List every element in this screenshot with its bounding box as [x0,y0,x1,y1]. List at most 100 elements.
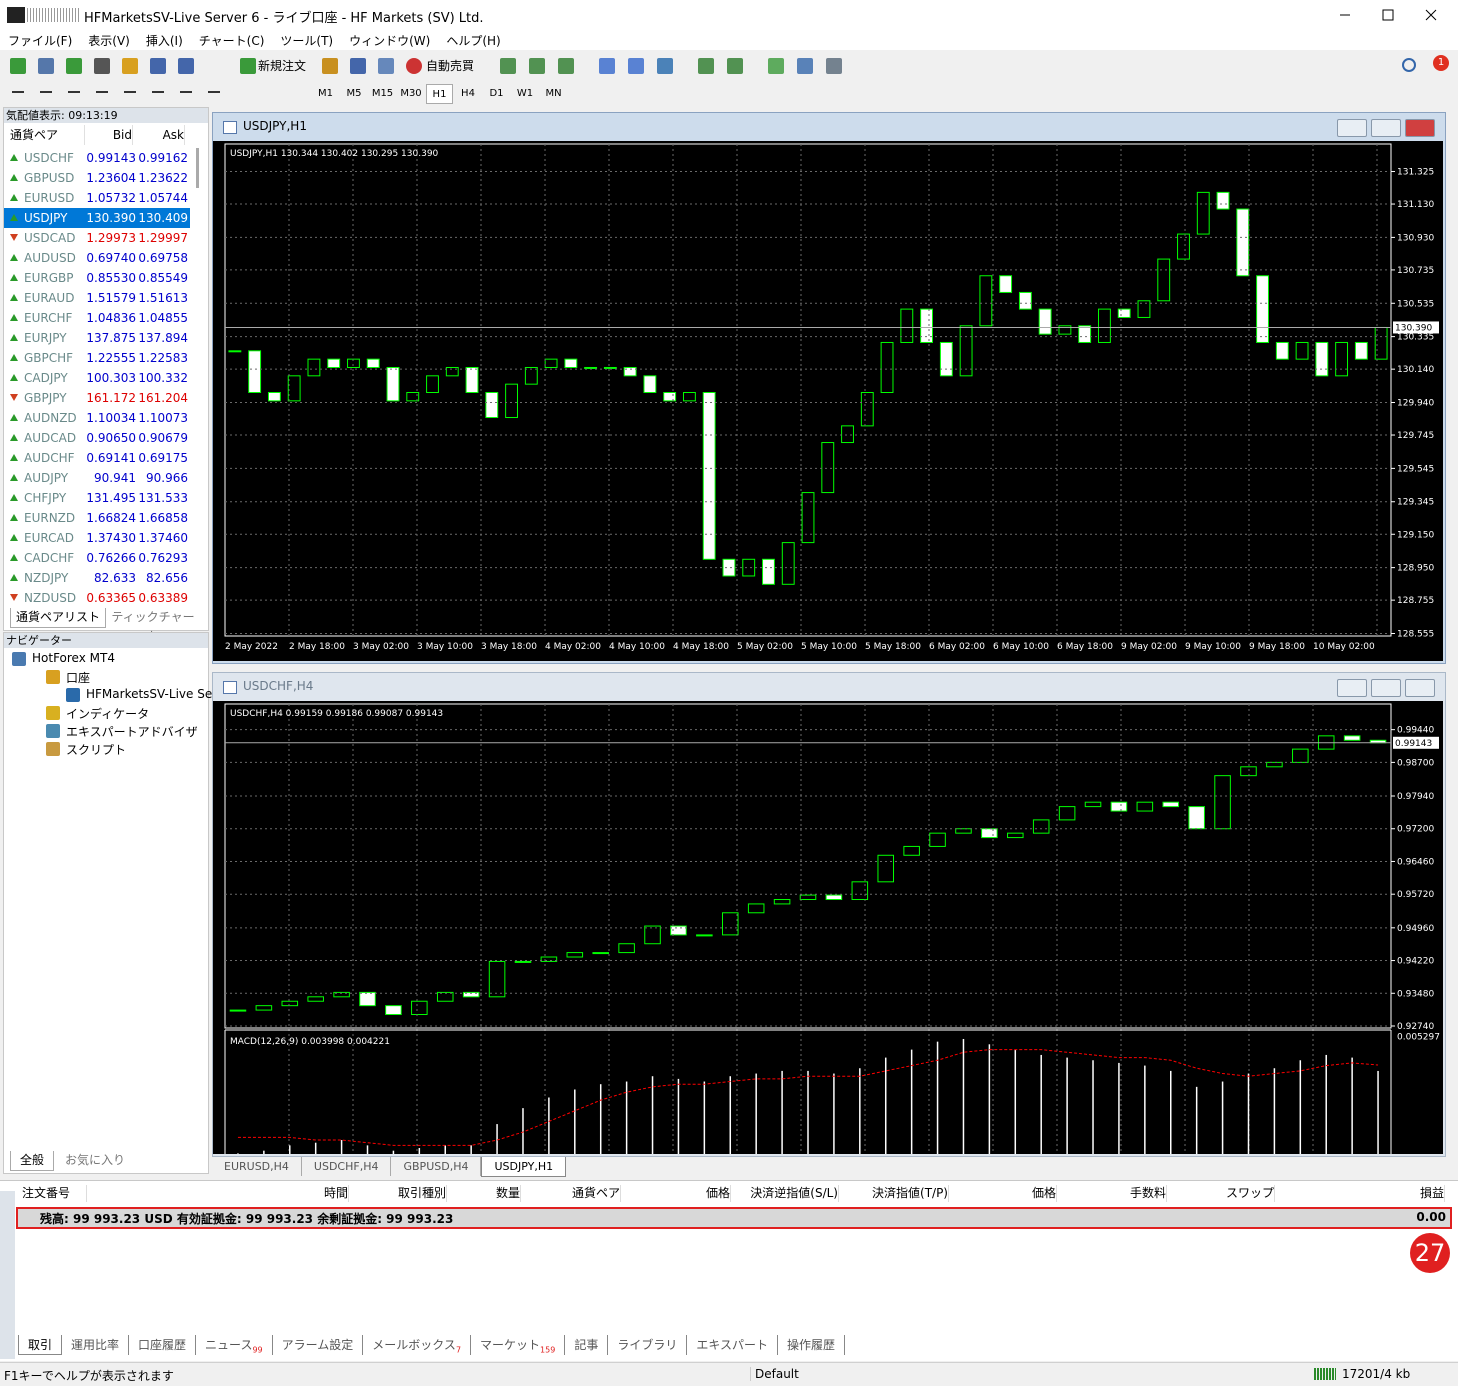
panel-tab[interactable]: 全般 [10,1151,54,1171]
quote-row[interactable]: NZDJPY 82.633 82.656 [4,568,190,588]
draw-tool[interactable] [68,91,80,93]
quote-row[interactable]: CADCHF 0.76266 0.76293 [4,548,190,568]
quote-row[interactable]: EURUSD 1.05732 1.05744 [4,188,190,208]
terminal-tab[interactable]: 運用比率 [62,1335,130,1356]
quote-row[interactable]: USDJPY 130.390 130.409 [4,208,190,228]
quote-row[interactable]: AUDUSD 0.69740 0.69758 [4,248,190,268]
tool-button[interactable] [322,58,338,74]
column-header[interactable]: 損益 [1290,1185,1445,1202]
tool-button[interactable] [66,58,82,74]
tree-item[interactable]: HotForex MT4 [32,651,115,665]
timeframe-button[interactable]: M5 [346,88,362,99]
tool-button[interactable] [657,58,673,74]
search-button[interactable] [1402,58,1416,72]
column-header[interactable]: 価格 [640,1185,731,1202]
draw-tool[interactable] [124,91,136,93]
timeframe-button[interactable]: M30 [400,88,422,99]
tool-button[interactable] [698,58,714,74]
timeframe-button[interactable]: M15 [371,88,394,99]
tool-button[interactable] [500,58,516,74]
tool-button[interactable] [529,58,545,74]
timeframe-button[interactable]: H4 [461,88,475,99]
tool-button[interactable] [558,58,574,74]
tool-button[interactable] [178,58,194,74]
draw-tool[interactable] [96,91,108,93]
tool-button[interactable] [378,58,394,74]
tool-button[interactable] [350,58,366,74]
quote-row[interactable]: EURCAD 1.37430 1.37460 [4,528,190,548]
timeframe-button[interactable]: W1 [516,88,534,99]
tree-item[interactable]: インディケータ [66,707,150,721]
draw-tool[interactable] [180,91,192,93]
terminal-tab[interactable]: 口座履歴 [129,1335,197,1356]
quote-row[interactable]: GBPJPY 161.172 161.204 [4,388,190,408]
quote-row[interactable]: EURNZD 1.66824 1.66858 [4,508,190,528]
balance-row[interactable]: 残高: 99 993.23 USD 有効証拠金: 99 993.23 余剰証拠金… [16,1207,1452,1229]
menu-item[interactable]: ファイル(F) [8,34,73,48]
column-header[interactable]: 通貨ペア [560,1185,621,1202]
column-header[interactable]: Ask [134,125,185,145]
tool-button[interactable] [768,58,784,74]
chart-close[interactable] [1405,679,1435,697]
chart-minimize[interactable] [1337,119,1367,137]
terminal-tab[interactable]: マーケット159 [471,1335,566,1356]
quote-row[interactable]: AUDJPY 90.941 90.966 [4,468,190,488]
column-header[interactable]: Bid [84,125,133,145]
quote-row[interactable]: CADJPY 100.303 100.332 [4,368,190,388]
auto-trading-button[interactable]: 自動売買 [426,59,475,73]
terminal-tab[interactable]: ニュース99 [196,1335,273,1356]
maximize[interactable] [1382,9,1394,21]
terminal-tab[interactable]: アラーム設定 [273,1335,364,1356]
panel-tab[interactable]: お気に入り [64,1153,125,1167]
close[interactable] [1425,9,1437,21]
tool-button[interactable] [122,58,138,74]
timeframe-button[interactable]: MN [545,88,562,99]
quote-row[interactable]: AUDCAD 0.90650 0.90679 [4,428,190,448]
tool-button-icon[interactable] [406,58,422,74]
tool-button-icon[interactable] [240,58,256,74]
tool-button[interactable] [10,58,26,74]
column-header[interactable]: 数量 [480,1185,521,1202]
tool-button[interactable] [727,58,743,74]
chart-close[interactable] [1405,119,1435,137]
quote-row[interactable]: AUDCHF 0.69141 0.69175 [4,448,190,468]
chart-tab[interactable]: USDCHF,H4 [302,1157,392,1176]
menu-item[interactable]: ヘルプ(H) [446,34,501,48]
tree-item[interactable]: エキスパートアドバイザ [66,725,198,739]
timeframe-button[interactable]: D1 [489,88,504,99]
quote-row[interactable]: CHFJPY 131.495 131.533 [4,488,190,508]
chart-tab[interactable]: USDJPY,H1 [481,1157,567,1177]
tree-item[interactable]: HFMarketsSV-Live Serve [86,687,232,701]
quote-row[interactable]: EURCHF 1.04836 1.04855 [4,308,190,328]
menu-item[interactable]: ウィンドウ(W) [349,34,431,48]
menu-item[interactable]: チャート(C) [198,34,265,48]
chart-restore[interactable] [1371,119,1401,137]
menu-item[interactable]: ツール(T) [280,34,334,48]
chart-tab[interactable]: EURUSD,H4 [212,1157,302,1176]
window-controls[interactable] [1320,0,1458,30]
column-header[interactable]: 手数料 [1080,1185,1167,1202]
terminal-tab[interactable]: 記事 [565,1335,609,1356]
terminal-tab[interactable]: 操作履歴 [778,1335,846,1356]
panel-tab[interactable]: 通貨ペアリスト [10,608,106,628]
column-header[interactable]: 価格 [970,1185,1057,1202]
tool-button[interactable] [797,58,813,74]
column-header[interactable]: 注文番号 [22,1185,87,1202]
tool-button[interactable] [628,58,644,74]
quote-row[interactable]: USDCAD 1.29973 1.29997 [4,228,190,248]
quote-row[interactable]: USDCHF 0.99143 0.99162 [4,148,190,168]
menu-item[interactable]: 挿入(I) [145,34,183,48]
column-header[interactable]: 時間 [270,1185,349,1202]
terminal-tab[interactable]: メールボックス7 [363,1335,472,1356]
quote-row[interactable]: EURAUD 1.51579 1.51613 [4,288,190,308]
chart-tab[interactable]: GBPUSD,H4 [391,1157,482,1176]
column-header[interactable]: 通貨ペア [10,125,85,145]
tool-button[interactable] [150,58,166,74]
quote-row[interactable]: NZDUSD 0.63365 0.63389 [4,588,190,608]
quote-row[interactable]: EURGBP 0.85530 0.85549 [4,268,190,288]
alerts-badge[interactable]: 1 [1433,55,1449,71]
terminal-tab[interactable]: 取引 [18,1335,63,1356]
terminal-tab[interactable]: ライブラリ [608,1335,688,1356]
draw-tool[interactable] [152,91,164,93]
quote-row[interactable]: GBPUSD 1.23604 1.23622 [4,168,190,188]
